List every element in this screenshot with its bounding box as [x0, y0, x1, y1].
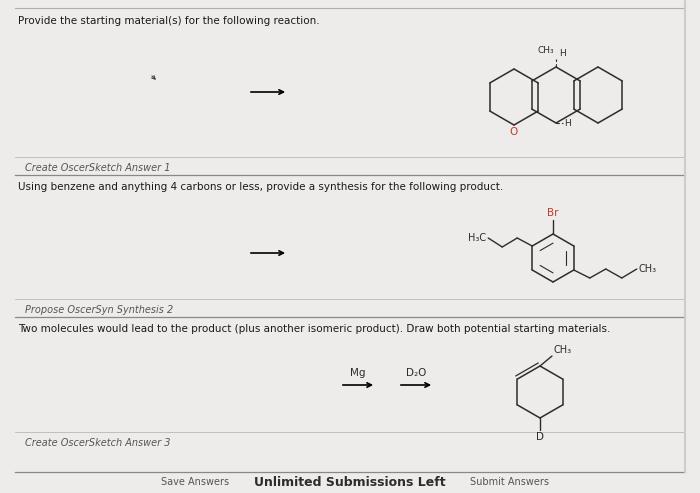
Text: Using benzene and anything 4 carbons or less, provide a synthesis for the follow: Using benzene and anything 4 carbons or …	[18, 182, 503, 192]
Text: H₃C: H₃C	[468, 233, 486, 243]
Text: Create OscerSketch Answer 3: Create OscerSketch Answer 3	[25, 438, 171, 448]
Text: O: O	[510, 127, 518, 137]
Text: Submit Answers: Submit Answers	[470, 477, 550, 487]
Text: CH₃: CH₃	[554, 345, 572, 355]
Text: H: H	[564, 118, 570, 128]
Text: H: H	[559, 49, 566, 58]
Text: CH₃: CH₃	[639, 264, 657, 274]
Text: Provide the starting material(s) for the following reaction.: Provide the starting material(s) for the…	[18, 16, 320, 26]
Text: Unlimited Submissions Left: Unlimited Submissions Left	[254, 476, 446, 489]
Text: Save Answers: Save Answers	[161, 477, 229, 487]
Text: D₂O: D₂O	[406, 368, 426, 378]
Text: CH₃: CH₃	[538, 46, 554, 55]
Text: Two molecules would lead to the product (plus another isomeric product). Draw bo: Two molecules would lead to the product …	[18, 324, 610, 334]
Text: Propose OscerSyn Synthesis 2: Propose OscerSyn Synthesis 2	[25, 305, 174, 315]
Text: Br: Br	[547, 208, 559, 218]
Text: Create OscerSketch Answer 1: Create OscerSketch Answer 1	[25, 163, 171, 173]
Text: D: D	[536, 432, 544, 442]
Text: Mg: Mg	[350, 368, 365, 378]
